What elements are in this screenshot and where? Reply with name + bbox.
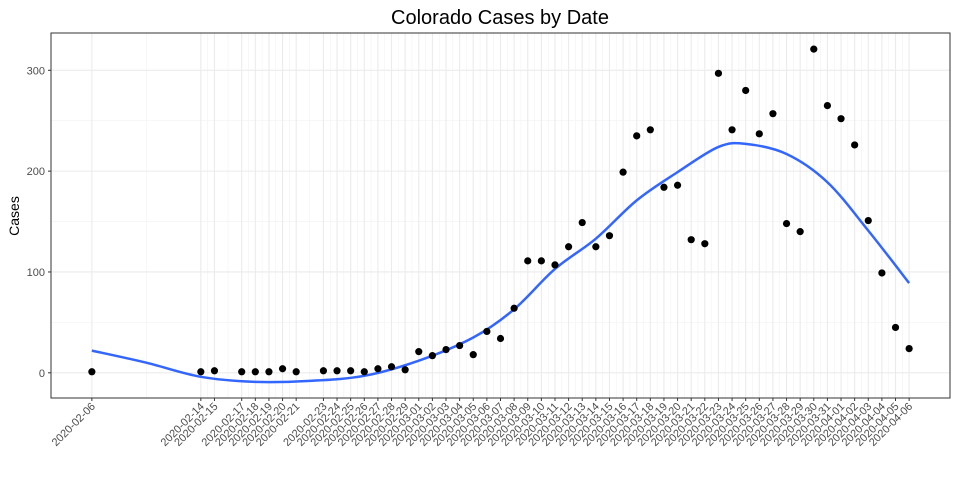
data-point <box>483 327 491 336</box>
data-point <box>905 344 913 353</box>
data-point <box>442 346 450 354</box>
data-point <box>796 228 804 236</box>
data-point <box>401 366 409 374</box>
data-point <box>374 365 382 373</box>
data-point <box>823 101 832 110</box>
data-point <box>837 115 845 123</box>
data-point <box>210 367 219 375</box>
data-point <box>673 181 682 189</box>
x-tick-label: 2020-02-06 <box>50 401 98 449</box>
data-point <box>578 218 586 227</box>
y-axis: 0 100 200 300 <box>27 65 51 380</box>
data-point <box>782 219 791 228</box>
data-point <box>278 365 287 373</box>
x-axis: 2020-02-06 2020-02-142020-02-152020-02-17… <box>50 398 915 449</box>
data-point <box>864 216 872 225</box>
data-point <box>755 130 763 138</box>
data-point <box>701 240 709 248</box>
grid <box>51 33 950 398</box>
data-point <box>633 132 641 140</box>
y-axis-label: Cases <box>6 196 22 236</box>
data-point <box>605 232 614 240</box>
data-points <box>88 45 913 376</box>
data-point <box>810 45 818 53</box>
data-point <box>469 351 477 359</box>
data-point <box>565 243 573 251</box>
data-point <box>251 368 259 376</box>
data-point <box>687 236 695 244</box>
data-point <box>878 269 886 277</box>
data-point <box>265 368 273 376</box>
data-point <box>524 257 532 265</box>
data-point <box>360 368 368 376</box>
data-point <box>456 341 464 350</box>
data-point <box>551 261 559 269</box>
data-point <box>292 368 300 376</box>
chart-title: Colorado Cases by Date <box>391 7 609 29</box>
data-point <box>592 243 600 251</box>
data-point <box>714 69 723 77</box>
data-point <box>510 304 518 312</box>
data-point <box>88 368 96 376</box>
y-tick-label: 300 <box>27 65 45 77</box>
y-tick-label: 200 <box>27 166 45 178</box>
y-tick-label: 100 <box>27 267 45 279</box>
data-point <box>646 126 654 134</box>
data-point <box>415 348 423 356</box>
data-point <box>428 352 436 360</box>
y-tick-label: 0 <box>39 368 45 380</box>
data-point <box>769 110 777 118</box>
data-point <box>319 367 328 375</box>
data-point <box>387 363 396 371</box>
smooth-trend-line <box>91 141 911 384</box>
data-point <box>660 183 668 191</box>
smooth-layer <box>91 141 911 384</box>
data-point <box>238 368 246 376</box>
data-point <box>728 126 736 134</box>
data-point <box>496 334 505 343</box>
data-point <box>742 86 750 95</box>
data-point <box>197 368 205 376</box>
data-point <box>891 323 900 332</box>
data-point <box>537 257 545 265</box>
data-point <box>851 141 859 149</box>
data-point <box>619 168 627 176</box>
data-point <box>347 367 355 375</box>
data-point <box>333 367 341 375</box>
